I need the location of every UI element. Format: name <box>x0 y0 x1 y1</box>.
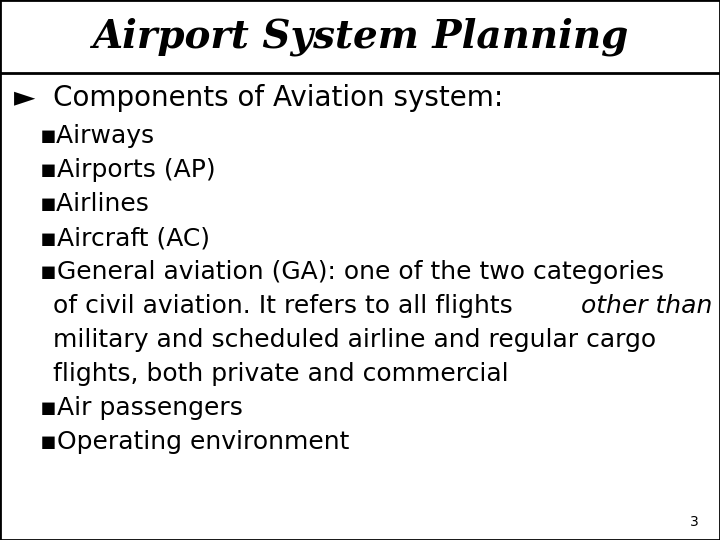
Text: ▪Airlines: ▪Airlines <box>40 192 150 216</box>
Text: ►  Components of Aviation system:: ► Components of Aviation system: <box>14 84 504 112</box>
Text: ▪General aviation (GA): one of the two categories: ▪General aviation (GA): one of the two c… <box>40 260 664 284</box>
Text: of civil aviation. It refers to all flights: of civil aviation. It refers to all flig… <box>53 294 521 318</box>
Text: other than: other than <box>581 294 712 318</box>
Text: Airport System Planning: Airport System Planning <box>92 17 628 56</box>
Text: flights, both private and commercial: flights, both private and commercial <box>53 362 508 386</box>
Text: ▪Operating environment: ▪Operating environment <box>40 430 349 454</box>
Text: ▪Aircraft (AC): ▪Aircraft (AC) <box>40 226 210 250</box>
Text: ▪Airways: ▪Airways <box>40 124 155 148</box>
Text: ▪Airports (AP): ▪Airports (AP) <box>40 158 215 182</box>
Text: ▪Air passengers: ▪Air passengers <box>40 396 243 420</box>
Text: military and scheduled airline and regular cargo: military and scheduled airline and regul… <box>53 328 656 352</box>
Text: 3: 3 <box>690 515 698 529</box>
